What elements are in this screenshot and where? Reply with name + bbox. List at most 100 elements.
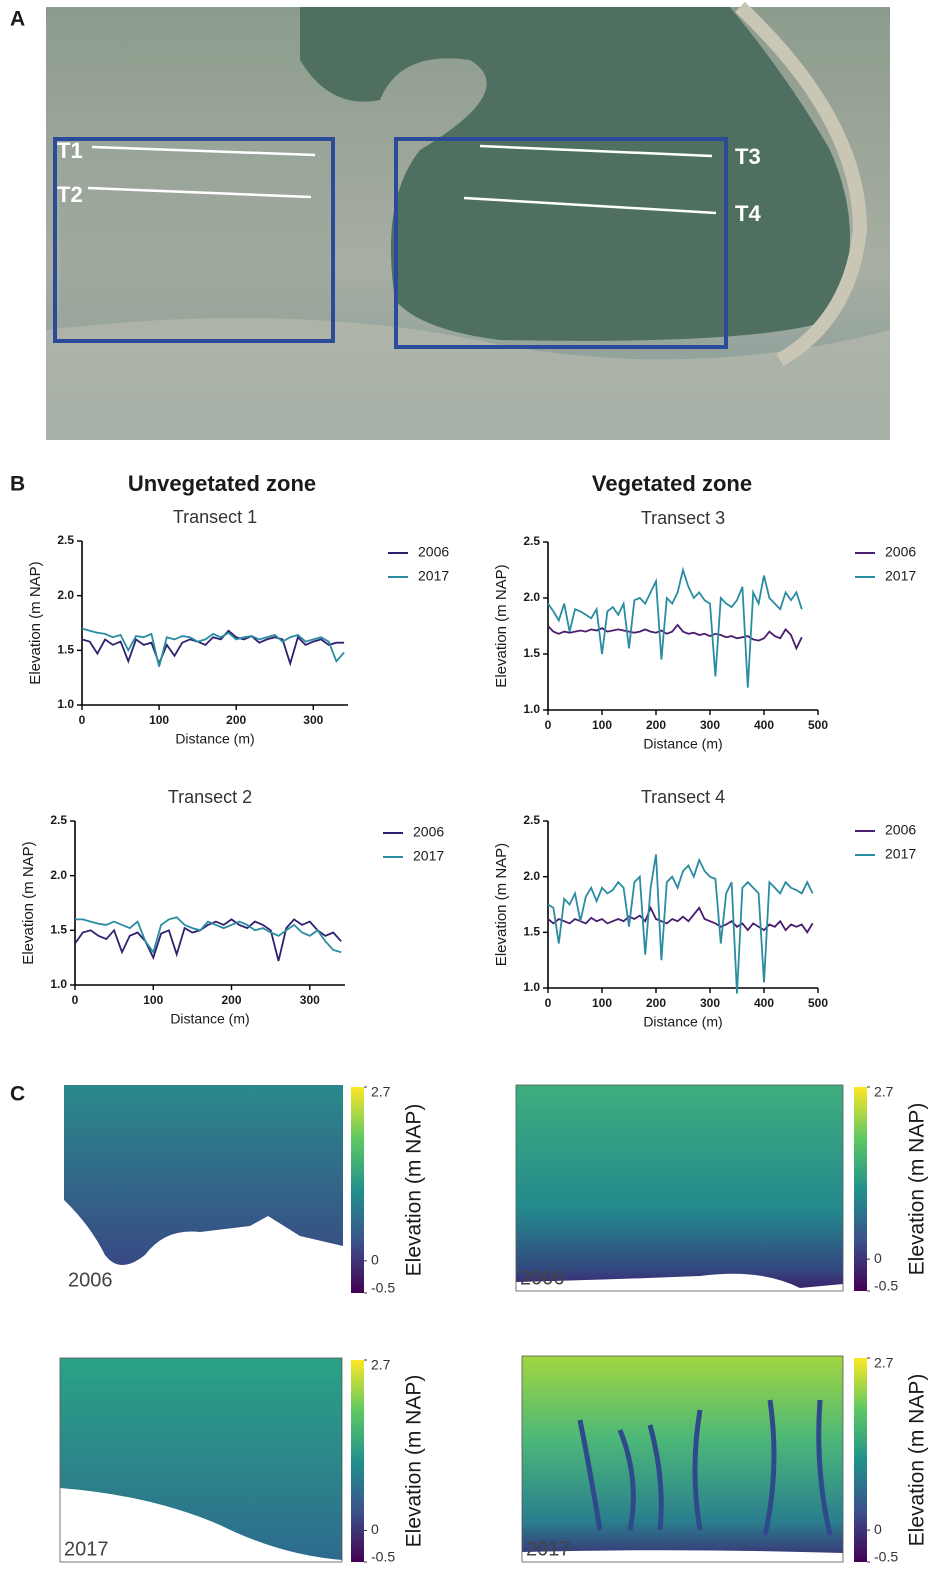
- map-frame: [59, 1357, 343, 1563]
- legend-label: 2006: [413, 824, 444, 840]
- colorbar-tick-label: 2.7: [371, 1357, 391, 1373]
- aerial-image: [46, 1, 890, 440]
- x-tick-label: 300: [300, 993, 320, 1007]
- y-tick-label: 2.5: [523, 534, 540, 548]
- y-axis-label: Elevation (m NAP): [20, 841, 37, 964]
- colorbar: [351, 1087, 364, 1293]
- transect-label: T2: [57, 182, 83, 207]
- y-tick-label: 1.5: [523, 925, 540, 939]
- data-line: [81, 627, 345, 667]
- x-tick-label: 400: [754, 996, 774, 1010]
- x-tick-label: 100: [149, 713, 169, 727]
- x-tick-label: 300: [700, 996, 720, 1010]
- x-axis-label: Distance (m): [643, 1014, 722, 1030]
- colorbar-tick-label: 0: [371, 1521, 379, 1537]
- x-tick-label: 400: [754, 718, 774, 732]
- colorbar-label: Elevation (m NAP): [403, 1104, 426, 1277]
- data-line: [74, 918, 342, 962]
- colorbar-label: Elevation (m NAP): [403, 1375, 426, 1548]
- y-tick-label: 2.0: [523, 590, 540, 604]
- x-tick-label: 500: [808, 996, 828, 1010]
- legend-label: 2017: [418, 568, 449, 584]
- panel-label: C: [10, 1083, 25, 1106]
- x-tick-label: 200: [646, 996, 666, 1010]
- colorbar-tick-label: 0: [371, 1252, 379, 1268]
- map-year: 2017: [64, 1538, 109, 1560]
- legend-label: 2017: [885, 846, 916, 862]
- chart-title: Transect 1: [173, 507, 257, 527]
- colorbar-tick-label: 2.7: [371, 1084, 391, 1100]
- colorbar-tick-label: -0.5: [874, 1278, 898, 1294]
- zone-title: Unvegetated zone: [128, 471, 316, 496]
- x-axis-label: Distance (m): [643, 736, 722, 752]
- zone-title: Vegetated zone: [592, 471, 752, 496]
- transect-label: T4: [735, 201, 761, 226]
- y-tick-label: 2.0: [50, 868, 67, 882]
- elevation-map: [60, 1358, 342, 1562]
- x-tick-label: 0: [72, 993, 79, 1007]
- elevation-map: [516, 1085, 843, 1291]
- elevation-map: [522, 1356, 843, 1562]
- x-tick-label: 500: [808, 718, 828, 732]
- colorbar-tick-label: 2.7: [874, 1355, 894, 1371]
- y-tick-label: 1.0: [57, 697, 74, 711]
- x-tick-label: 0: [545, 996, 552, 1010]
- colorbar-tick-label: 2.7: [874, 1084, 894, 1100]
- y-tick-label: 1.5: [57, 643, 74, 657]
- x-tick-label: 200: [226, 713, 246, 727]
- colorbar-tick-label: -0.5: [371, 1280, 395, 1296]
- y-tick-label: 2.0: [57, 588, 74, 602]
- legend-label: 2006: [418, 544, 449, 560]
- colorbar-tick-label: 0: [874, 1250, 882, 1266]
- y-tick-label: 1.5: [50, 923, 67, 937]
- colorbar: [854, 1087, 867, 1291]
- y-tick-label: 1.0: [523, 980, 540, 994]
- y-tick-label: 1.5: [523, 646, 540, 660]
- y-tick-label: 2.5: [523, 813, 540, 827]
- colorbar-tick-label: -0.5: [371, 1549, 395, 1565]
- x-tick-label: 300: [700, 718, 720, 732]
- x-tick-label: 100: [143, 993, 163, 1007]
- map-frame: [521, 1355, 844, 1563]
- colorbar: [351, 1360, 364, 1562]
- data-line: [547, 566, 803, 688]
- map-year: 2006: [520, 1267, 565, 1289]
- transect-label: T3: [735, 144, 761, 169]
- chart-title: Transect 3: [641, 508, 725, 528]
- legend-label: 2006: [885, 544, 916, 560]
- colorbar: [854, 1358, 867, 1562]
- chart-title: Transect 4: [641, 787, 725, 807]
- y-tick-label: 2.5: [57, 533, 74, 547]
- colorbar-tick-label: 0: [874, 1521, 882, 1537]
- y-tick-label: 1.0: [50, 977, 67, 991]
- y-tick-label: 1.0: [523, 702, 540, 716]
- elevation-map: [64, 1085, 343, 1293]
- x-tick-label: 100: [592, 996, 612, 1010]
- map-year: 2017: [526, 1538, 571, 1560]
- legend-label: 2017: [885, 568, 916, 584]
- x-tick-label: 100: [592, 718, 612, 732]
- panel-label: A: [10, 8, 25, 31]
- data-line: [547, 854, 814, 994]
- x-axis-label: Distance (m): [175, 731, 254, 747]
- legend-label: 2006: [885, 822, 916, 838]
- x-tick-label: 0: [545, 718, 552, 732]
- x-tick-label: 0: [79, 713, 86, 727]
- x-tick-label: 200: [646, 718, 666, 732]
- data-line: [81, 629, 345, 667]
- x-tick-label: 200: [222, 993, 242, 1007]
- x-tick-label: 300: [303, 713, 323, 727]
- data-line: [547, 905, 814, 934]
- colorbar-tick-label: -0.5: [874, 1549, 898, 1565]
- transect-label: T1: [57, 138, 83, 163]
- y-axis-label: Elevation (m NAP): [493, 564, 510, 687]
- panel-label: B: [10, 473, 25, 496]
- chart-title: Transect 2: [168, 787, 252, 807]
- colorbar-label: Elevation (m NAP): [906, 1374, 929, 1547]
- data-line: [547, 623, 803, 651]
- legend-label: 2017: [413, 848, 444, 864]
- y-tick-label: 2.5: [50, 813, 67, 827]
- colorbar-label: Elevation (m NAP): [906, 1103, 929, 1276]
- map-year: 2006: [68, 1269, 113, 1291]
- y-tick-label: 2.0: [523, 869, 540, 883]
